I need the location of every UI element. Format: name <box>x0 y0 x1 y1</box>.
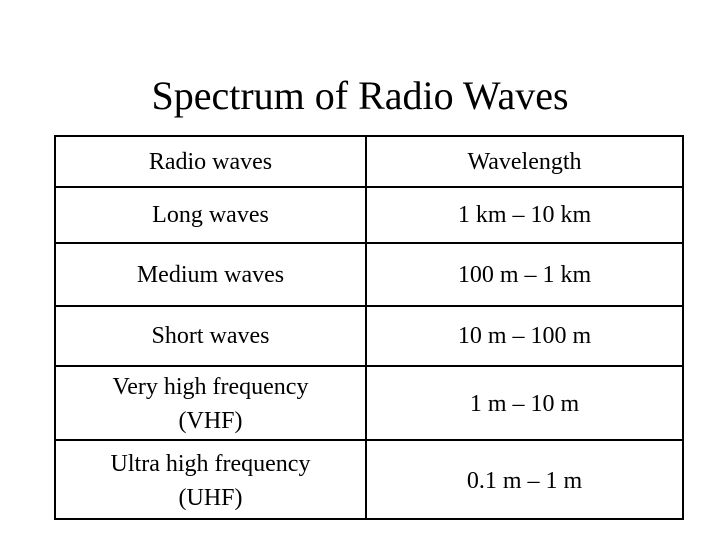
wavelength-cell: 1 m – 10 m <box>366 366 682 441</box>
wavelength-range: 1 km – 10 km <box>457 202 592 228</box>
table-row: Short waves 10 m – 100 m <box>56 306 682 367</box>
header-label: Radio waves <box>148 148 273 175</box>
slide-title: Spectrum of Radio Waves <box>151 73 569 118</box>
header-cell-wavelength: Wavelength <box>366 137 682 188</box>
table-header-row: Radio waves Wavelength <box>56 137 682 188</box>
header-label: Wavelength <box>467 148 582 175</box>
wavelength-range: 0.1 m – 1 m <box>466 467 583 494</box>
wave-type-line-2: (UHF) <box>178 484 243 511</box>
wavelength-cell: 0.1 m – 1 m <box>366 440 682 518</box>
type-cell: Long waves <box>56 187 367 244</box>
table-row: Very high frequency (VHF) 1 m – 10 m <box>56 366 682 441</box>
wave-type-line-2: (VHF) <box>178 408 243 434</box>
type-cell: Medium waves <box>56 243 367 307</box>
header-cell-radio-waves: Radio waves <box>56 137 367 188</box>
wave-type: Long waves <box>152 202 269 228</box>
wave-type: Medium waves <box>136 261 285 288</box>
wave-type-line-1: Ultra high frequency <box>110 450 311 477</box>
wavelength-range: 1 m – 10 m <box>469 391 580 417</box>
table-row: Ultra high frequency (UHF) 0.1 m – 1 m <box>56 440 682 518</box>
type-cell: Ultra high frequency (UHF) <box>56 440 367 518</box>
spectrum-table: Radio waves Wavelength Long waves 1 km –… <box>54 135 684 520</box>
wavelength-cell: 10 m – 100 m <box>366 306 682 367</box>
type-cell: Short waves <box>56 306 367 367</box>
wavelength-range: 10 m – 100 m <box>457 323 592 349</box>
wavelength-cell: 1 km – 10 km <box>366 187 682 244</box>
spectrum-table-grid: Radio waves Wavelength Long waves 1 km –… <box>56 137 682 518</box>
wave-type-line-1: Very high frequency <box>112 374 309 400</box>
wavelength-range: 100 m – 1 km <box>457 261 592 288</box>
table-row: Medium waves 100 m – 1 km <box>56 243 682 307</box>
table-row: Long waves 1 km – 10 km <box>56 187 682 244</box>
wave-type: Short waves <box>151 323 270 349</box>
type-cell: Very high frequency (VHF) <box>56 366 367 441</box>
wavelength-cell: 100 m – 1 km <box>366 243 682 307</box>
